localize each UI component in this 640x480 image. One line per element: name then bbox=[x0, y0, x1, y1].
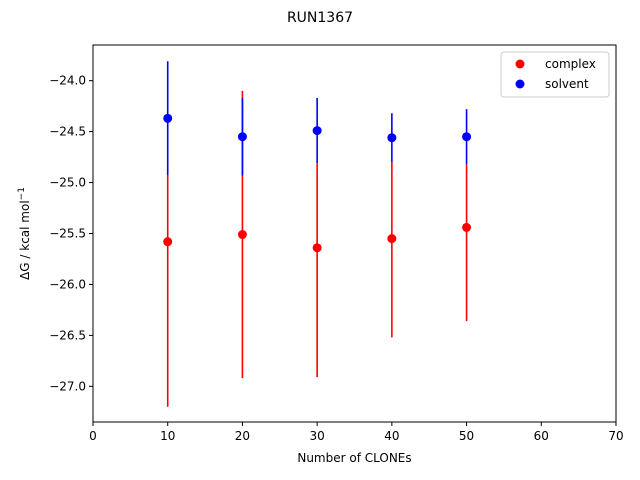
complex-point bbox=[387, 234, 397, 244]
complex-point bbox=[312, 243, 322, 253]
solvent-point bbox=[237, 132, 247, 142]
x-axis-ticks: 0 10 20 30 40 50 60 70 bbox=[89, 422, 624, 443]
solvent-point bbox=[163, 113, 173, 123]
y-tick-label: −27.0 bbox=[49, 379, 86, 393]
legend-box bbox=[500, 51, 610, 98]
x-tick-label: 30 bbox=[310, 429, 325, 443]
solvent-point bbox=[462, 132, 472, 142]
y-tick-label: −25.5 bbox=[49, 227, 86, 241]
x-tick-label: 70 bbox=[608, 429, 623, 443]
y-tick-label: −26.5 bbox=[49, 328, 86, 342]
x-tick-label: 40 bbox=[384, 429, 399, 443]
complex-point bbox=[163, 237, 173, 247]
x-tick-label: 50 bbox=[459, 429, 474, 443]
legend-label-complex: complex bbox=[545, 57, 596, 71]
solvent-point bbox=[312, 126, 322, 136]
x-tick-label: 0 bbox=[89, 429, 97, 443]
solvent-point bbox=[387, 133, 397, 143]
x-tick-label: 60 bbox=[534, 429, 549, 443]
complex-point bbox=[237, 230, 247, 240]
legend: complex solvent bbox=[500, 51, 610, 98]
y-tick-label: −26.0 bbox=[49, 277, 86, 291]
plot-frame bbox=[92, 44, 617, 423]
y-tick-label: −25.0 bbox=[49, 176, 86, 190]
x-axis-label: Number of CLONEs bbox=[297, 451, 411, 465]
y-axis-ticks: −27.0 −26.5 −26.0 −25.5 −25.0 −24.5 −24.0 bbox=[49, 74, 93, 393]
legend-label-solvent: solvent bbox=[545, 77, 589, 91]
x-tick-label: 20 bbox=[235, 429, 250, 443]
y-tick-label: −24.5 bbox=[49, 125, 86, 139]
y-axis-label-main: ΔG / kcal mol bbox=[18, 200, 32, 280]
complex-point bbox=[462, 222, 472, 232]
legend-marker-solvent bbox=[515, 79, 525, 89]
y-axis-label: ΔG / kcal mol−1 bbox=[17, 187, 32, 280]
x-tick-label: 10 bbox=[160, 429, 175, 443]
chart-title: RUN1367 bbox=[287, 10, 353, 26]
y-tick-label: −24.0 bbox=[49, 74, 86, 88]
plot-marks bbox=[163, 61, 472, 407]
y-axis-label-superscript: −1 bbox=[17, 187, 27, 200]
legend-marker-complex bbox=[515, 59, 525, 69]
